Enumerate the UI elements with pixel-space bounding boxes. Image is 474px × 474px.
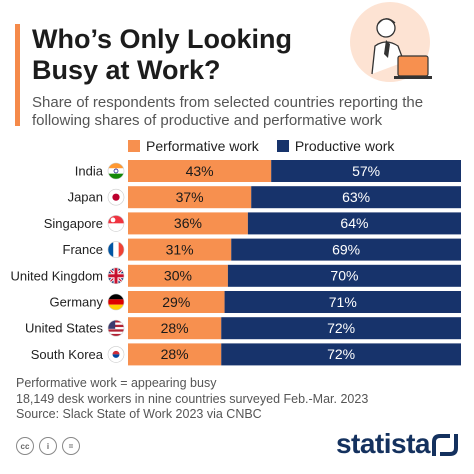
flag-south-korea-icon — [107, 346, 125, 363]
data-label-performative-japan: 37% — [176, 189, 204, 205]
license-icons: cc i = — [16, 437, 80, 455]
statista-logo-icon[interactable] — [432, 432, 458, 458]
bar-productive-singapore — [247, 212, 461, 235]
flag-singapore-icon — [107, 215, 125, 232]
category-label-india: India — [75, 164, 104, 179]
category-label-france: France — [63, 242, 103, 257]
category-label-united-states: United States — [25, 321, 104, 336]
data-label-productive-france: 69% — [332, 241, 360, 257]
bar-performative-germany — [128, 291, 225, 313]
footnote-sample: 18,149 desk workers in nine countries su… — [16, 391, 369, 406]
legend-label-productive: Productive work — [294, 138, 395, 154]
data-label-performative-united-states: 28% — [161, 320, 189, 336]
category-label-singapore: Singapore — [44, 216, 103, 231]
bar-productive-united-kingdom — [227, 264, 461, 287]
bar-productive-south-korea — [221, 343, 461, 366]
data-label-performative-india: 43% — [186, 163, 214, 179]
flag-india-icon — [107, 162, 125, 180]
bar-performative-south-korea — [128, 343, 222, 366]
title-accent-bar — [15, 24, 20, 126]
by-icon[interactable]: i — [39, 437, 57, 455]
bar-productive-india — [271, 160, 461, 182]
cc-icon[interactable]: cc — [16, 437, 34, 455]
legend-label-performative: Performative work — [146, 138, 259, 154]
legend-item-performative: Performative work — [128, 138, 259, 154]
category-label-japan: Japan — [68, 190, 103, 205]
data-label-productive-south-korea: 72% — [327, 346, 355, 362]
bar-performative-united-kingdom — [128, 264, 228, 287]
bar-productive-japan — [251, 186, 461, 209]
data-label-performative-singapore: 36% — [174, 215, 202, 231]
bar-performative-france — [128, 238, 232, 261]
category-label-south-korea: South Korea — [31, 347, 104, 362]
legend-swatch-performative — [128, 140, 140, 152]
legend-swatch-productive — [276, 140, 289, 152]
chart-title: Who’s Only Looking Busy at Work? — [32, 24, 292, 85]
chart-subtitle: Share of respondents from selected count… — [32, 94, 424, 129]
bar-productive-france — [231, 238, 461, 261]
data-label-productive-united-kingdom: 70% — [330, 268, 358, 284]
data-label-productive-germany: 71% — [329, 294, 357, 310]
flag-united-states-icon — [107, 319, 125, 337]
stacked-bar-chart: India 43% 57% Japan 37% 63% Singapore 36% 64% Fra… — [11, 160, 461, 366]
data-label-performative-france: 31% — [166, 241, 194, 257]
bar-performative-united-states — [128, 317, 222, 340]
flag-france-icon — [107, 241, 125, 258]
bar-productive-germany — [224, 291, 461, 313]
category-label-germany: Germany — [50, 295, 104, 310]
footnote: Performative work = appearing busy 18,14… — [16, 376, 368, 423]
footnote-source: Source: Slack State of Work 2023 via CNB… — [16, 407, 262, 421]
bar-productive-united-states — [221, 317, 461, 340]
chart-legend: Performative work Productive work — [128, 138, 394, 154]
flag-japan-icon — [107, 188, 125, 206]
data-label-performative-germany: 29% — [162, 294, 190, 310]
data-label-performative-united-kingdom: 30% — [164, 268, 192, 284]
legend-item-productive: Productive work — [276, 138, 395, 154]
category-label-united-kingdom: United Kingdom — [11, 268, 104, 283]
nd-icon[interactable]: = — [62, 437, 80, 455]
bar-performative-singapore — [128, 212, 248, 235]
bar-performative-india — [128, 160, 272, 182]
data-label-productive-singapore: 64% — [340, 215, 368, 231]
footnote-definition: Performative work = appearing busy — [16, 376, 217, 390]
data-label-performative-south-korea: 28% — [161, 346, 189, 362]
data-label-productive-japan: 63% — [342, 189, 370, 205]
flag-united-kingdom-icon — [107, 267, 125, 285]
data-label-productive-united-states: 72% — [327, 320, 355, 336]
data-label-productive-india: 57% — [352, 163, 380, 179]
bar-performative-japan — [128, 186, 252, 209]
office-worker-illustration — [350, 2, 432, 82]
flag-germany-icon — [107, 293, 125, 311]
statista-logo[interactable]: statista — [335, 428, 431, 459]
